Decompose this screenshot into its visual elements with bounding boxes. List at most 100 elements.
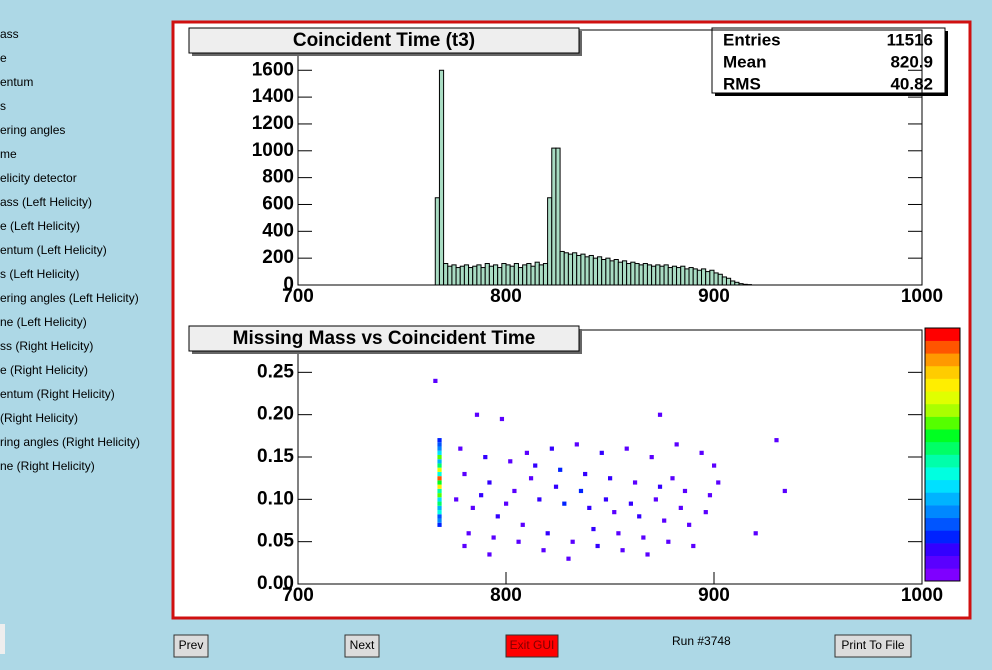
x-tick-label: 1000 [901, 286, 943, 307]
prev-button-label[interactable]: Prev [179, 638, 204, 652]
heatmap-cell [632, 480, 638, 485]
heatmap-cell [499, 416, 505, 422]
list-item: entum (Right Helicity) [0, 387, 115, 401]
histogram-bar [542, 263, 549, 286]
histogram-bar [667, 267, 673, 286]
histogram-bar [588, 254, 594, 286]
histogram-bar [692, 268, 698, 286]
heatmap-cell [653, 497, 658, 502]
print-button-label[interactable]: Print To File [841, 638, 904, 652]
heatmap-cell [603, 497, 609, 502]
heatmap-cell [645, 552, 650, 557]
histogram-bar [592, 257, 599, 286]
heatmap-cell [437, 497, 442, 502]
list-item: e (Right Helicity) [0, 363, 88, 377]
histogram-bar [651, 265, 657, 286]
histogram-bar [613, 259, 619, 286]
histogram-bar [646, 264, 653, 286]
heatmap-cell [578, 488, 584, 494]
heatmap-cell [533, 463, 538, 468]
heatmap-cell [437, 518, 442, 523]
y-tick-label: 1200 [252, 113, 294, 134]
list-item: e [0, 51, 7, 65]
histogram-bar [459, 265, 465, 286]
heatmap-cell [437, 510, 442, 515]
x-tick-label: 1000 [901, 585, 943, 606]
heatmap-cell [666, 539, 671, 544]
histogram-bar [655, 264, 661, 286]
histogram-bar [701, 268, 707, 286]
y-tick-label: 0.05 [257, 531, 294, 552]
exit-button[interactable] [505, 634, 559, 658]
heatmap-cell [595, 543, 600, 549]
heatmap-cell [437, 501, 442, 506]
heatmap-cell [574, 442, 579, 447]
heatmap-cell [487, 552, 492, 557]
histogram-bar [501, 263, 507, 286]
canvas [171, 20, 972, 620]
list-item: elicity detector [0, 171, 77, 185]
histogram-bar [725, 277, 732, 286]
heatmap-cell [599, 450, 604, 455]
heatmap-cell [558, 467, 563, 472]
heatmap-cell [504, 501, 509, 506]
y-tick-label: 200 [262, 247, 294, 268]
histogram-bar [522, 264, 528, 286]
heatmap-cell [545, 531, 550, 536]
histogram-bar [713, 272, 719, 286]
histogram-bar [676, 267, 682, 286]
exit-button-label[interactable]: Exit GUI [510, 638, 555, 652]
palette-swatch [925, 555, 960, 569]
list-item: ne (Right Helicity) [0, 459, 95, 473]
heatmap-cell [437, 471, 442, 477]
histogram-bar [721, 276, 727, 286]
histogram-bar [626, 263, 632, 286]
prev-button[interactable] [173, 634, 209, 658]
palette-swatch [925, 517, 960, 531]
histogram-bar [438, 69, 445, 286]
y-tick-label: 0.00 [257, 573, 294, 594]
heatmap-cell [454, 497, 459, 502]
histogram-bar [671, 265, 678, 286]
histogram-bar [434, 197, 440, 286]
heatmap-cell [657, 412, 663, 417]
heatmap-cell [528, 476, 534, 481]
heatmap-cell [674, 442, 679, 447]
palette-frame [924, 327, 961, 582]
y-tick-label: 600 [262, 193, 294, 214]
palette-swatch [925, 416, 960, 430]
histogram-bar [638, 264, 644, 286]
heatmap-cell [716, 480, 721, 485]
heatmap-cell [487, 480, 492, 485]
histogram-bar [455, 267, 461, 286]
heatmap-cell [553, 484, 559, 489]
next-button-label[interactable]: Next [350, 638, 375, 652]
histogram-bar [493, 264, 499, 286]
next-button[interactable] [344, 634, 380, 658]
histogram-bar [601, 259, 607, 286]
x-tick-label: 800 [490, 286, 522, 307]
heatmap-cell [437, 455, 442, 460]
heatmap-cell [437, 476, 442, 481]
heatmap-cell [657, 484, 663, 489]
list-item: ering angles [0, 123, 65, 137]
histogram-bar [597, 256, 603, 286]
heatmap-cell [699, 450, 704, 455]
heatmap-cell [562, 501, 567, 506]
histogram-bar [630, 261, 636, 286]
heatmap-cell [483, 455, 488, 460]
heatmap-cell [637, 514, 642, 519]
x-tick-label: 700 [282, 286, 314, 307]
heatmap-cell [508, 459, 513, 464]
palette-swatch [925, 492, 960, 506]
heatmap-cell [691, 543, 696, 549]
heatmap-cell [641, 535, 646, 540]
stats-box [711, 27, 946, 94]
print-button[interactable] [834, 634, 912, 658]
list-item: ring angles (Right Helicity) [0, 435, 140, 449]
histogram-bar [709, 269, 715, 286]
heatmap-cell [437, 480, 442, 485]
heatmap-cell [437, 438, 442, 443]
histogram-bar [621, 260, 628, 286]
histogram-bar [684, 268, 690, 286]
